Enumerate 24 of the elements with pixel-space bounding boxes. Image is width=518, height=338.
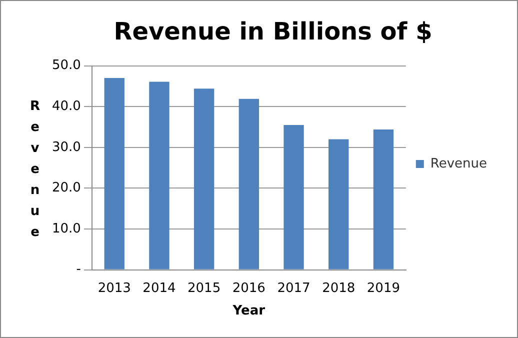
bar — [194, 88, 214, 270]
y-tick-label: 30.0 — [52, 140, 81, 155]
bar — [104, 78, 124, 270]
x-axis-title: Year — [232, 304, 266, 319]
bar — [373, 129, 394, 270]
x-tick-label: 2013 — [98, 280, 131, 296]
y-tick-label: 50.0 — [52, 58, 81, 74]
x-tick-label: 2016 — [232, 280, 266, 296]
x-tick-label: 2014 — [142, 280, 176, 296]
x-tick-label: 2018 — [322, 280, 356, 296]
bar — [149, 82, 170, 270]
y-tick-label: 10.0 — [52, 221, 81, 236]
bar — [284, 124, 304, 270]
x-tick-label: 2015 — [188, 280, 221, 296]
bar — [238, 98, 260, 270]
y-tick-label: - — [76, 262, 82, 278]
chart-title: Revenue in Billions of $ — [114, 18, 432, 46]
legend-label: Revenue — [430, 156, 488, 172]
bar — [328, 139, 349, 270]
y-tick-label: 40.0 — [52, 98, 81, 114]
x-tick-label: 2019 — [366, 280, 400, 296]
y-axis-title: Revenue — [29, 98, 41, 242]
y-tick-label: 20.0 — [52, 180, 81, 196]
x-tick-label: 2017 — [277, 280, 310, 296]
